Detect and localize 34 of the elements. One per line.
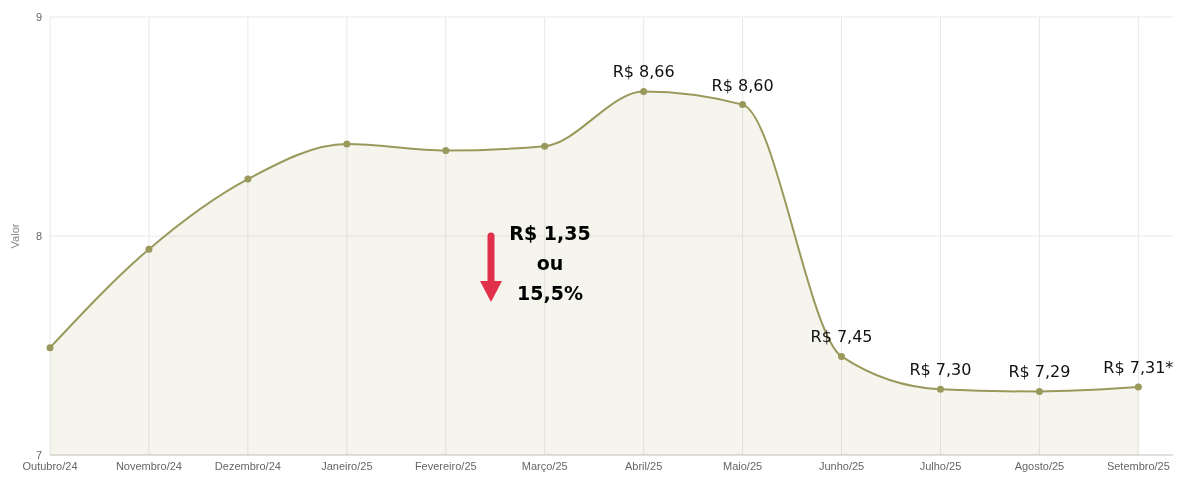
point	[640, 87, 648, 95]
y-tick-label: 7	[35, 449, 42, 461]
x-tick-label: Outubro/24	[22, 460, 78, 472]
y-axis-title: Valor	[9, 223, 21, 249]
point	[1134, 383, 1142, 391]
y-tick-label: 8	[35, 230, 42, 242]
data-label: R$ 7,29	[1008, 362, 1071, 382]
x-tick-label: Setembro/25	[1106, 460, 1170, 472]
point	[1035, 387, 1043, 395]
point	[442, 147, 450, 155]
x-tick-label: Agosto/25	[1014, 460, 1065, 472]
point	[343, 140, 351, 148]
point	[541, 142, 549, 150]
data-label: R$ 8,60	[711, 75, 774, 95]
data-label: R$ 7,31*	[1103, 358, 1174, 378]
x-tick-label: Novembro/24	[115, 460, 182, 472]
point	[145, 245, 153, 253]
x-tick-label: Junho/25	[818, 460, 865, 472]
point	[46, 344, 54, 352]
data-label: R$ 7,30	[909, 360, 972, 380]
point	[244, 175, 252, 183]
x-tick-label: Janeiro/25	[321, 460, 373, 472]
y-tick-label: 9	[35, 11, 42, 23]
x-tick-label: Abril/25	[625, 460, 663, 472]
data-label: R$ 8,66	[612, 62, 675, 82]
point	[936, 385, 944, 393]
x-tick-label: Março/25	[521, 460, 568, 472]
x-tick-label: Fevereiro/25	[414, 460, 477, 472]
x-tick-label: Maio/25	[723, 460, 763, 472]
point	[838, 352, 846, 360]
x-tick-label: Julho/25	[919, 460, 962, 472]
annotation: R$ 1,35 ou 15,5%	[509, 222, 591, 304]
point	[739, 101, 747, 109]
x-tick-label: Dezembro/24	[214, 460, 281, 472]
